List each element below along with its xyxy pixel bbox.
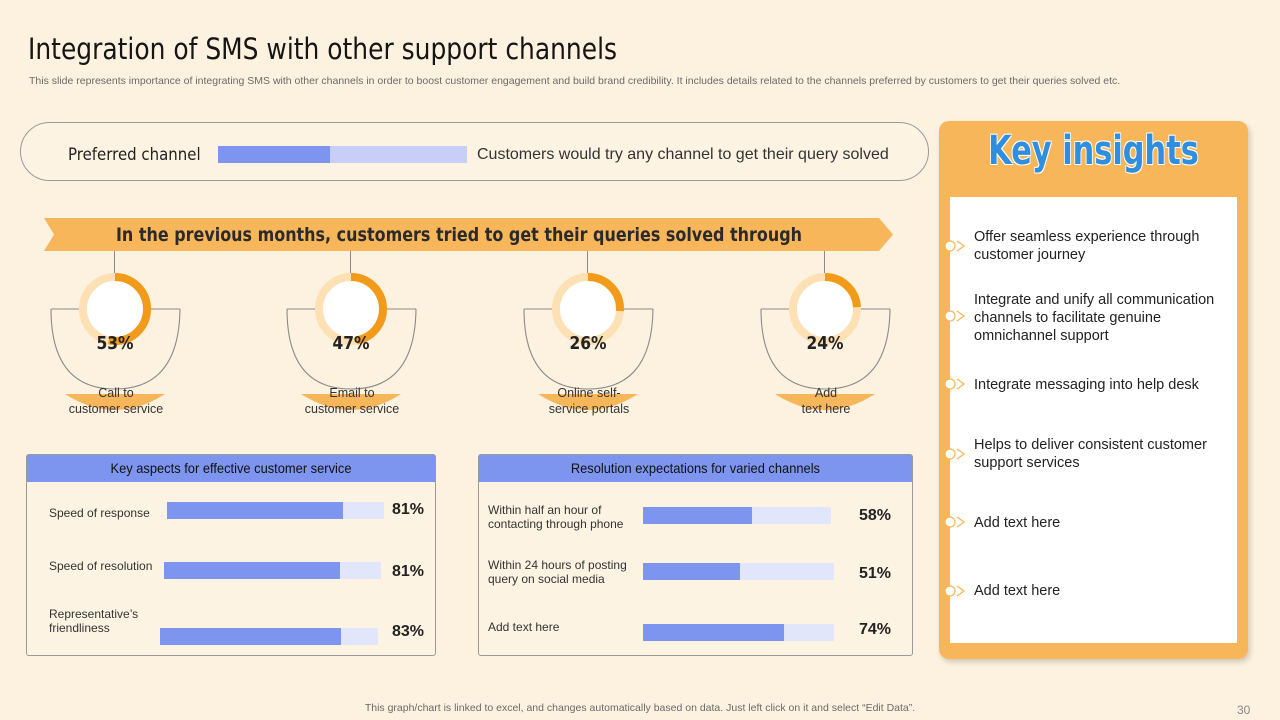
insight-item: Add text here xyxy=(974,515,1061,531)
stat-ring xyxy=(523,273,654,410)
stat-base xyxy=(65,394,165,410)
insight-item: Helps to deliver consistent customer supp… xyxy=(974,437,1207,471)
stat-label: Call to customer service xyxy=(68,386,164,416)
aspect-bar-track xyxy=(167,502,384,519)
banner-text: In the previous months, customers tried … xyxy=(115,224,802,246)
bullet-icon xyxy=(944,516,966,528)
resolution-value: 58% xyxy=(859,507,892,524)
stat-ring xyxy=(286,273,417,410)
aspect-label: Representative’s friendliness xyxy=(49,607,139,635)
stat-ring-progress xyxy=(79,273,151,345)
resolution-label: Add text here xyxy=(488,620,560,634)
stat-call: 53% Call to customer service xyxy=(50,251,200,431)
resolution-bar xyxy=(643,563,741,580)
page-title: Integration of SMS with other support ch… xyxy=(28,32,618,66)
stat-outline xyxy=(286,308,417,390)
bullet-icon xyxy=(944,240,966,252)
aspect-bar xyxy=(164,562,340,579)
stat-label: Email to customer service xyxy=(304,386,400,416)
aspects-panel-header: Key aspects for effective customer servi… xyxy=(27,455,435,482)
aspect-bar xyxy=(160,628,341,645)
resolution-bar-track xyxy=(643,624,834,641)
stat-outline xyxy=(760,308,891,390)
key-insights-title: Key insights xyxy=(988,128,1199,174)
resolution-panel-header: Resolution expectations for varied chann… xyxy=(479,455,912,482)
bullet-icon xyxy=(944,378,966,390)
preferred-channel-text: Customers would try any channel to get t… xyxy=(477,146,889,163)
preferred-channel-bar xyxy=(218,146,467,163)
resolution-bar-track xyxy=(643,507,831,524)
stat-connector xyxy=(587,251,589,273)
resolution-value: 74% xyxy=(859,621,892,638)
aspects-panel: Key aspects for effective customer servi… xyxy=(26,454,436,656)
preferred-channel-bar-fill xyxy=(218,146,331,163)
banner-arrow xyxy=(44,218,893,251)
stat-ring-progress xyxy=(789,273,861,345)
footer-note: This graph/chart is linked to excel, and… xyxy=(364,702,916,714)
stat-email: 47% Email to customer service xyxy=(286,251,436,431)
stat-base xyxy=(538,394,638,410)
stat-percent: 26% xyxy=(569,333,607,354)
stat-online-portal: 26% Online self-service portals xyxy=(523,251,673,431)
resolution-bar-track xyxy=(643,563,834,580)
stat-outline xyxy=(523,308,654,390)
aspect-bar-track xyxy=(164,562,381,579)
page-number: 30 xyxy=(1237,703,1251,717)
resolution-value: 51% xyxy=(859,565,892,582)
insight-item: Integrate and unify all communication cha… xyxy=(974,292,1215,344)
resolution-label: Within 24 hours of posting query on socia… xyxy=(488,558,627,586)
resolution-panel: Resolution expectations for varied chann… xyxy=(478,454,913,656)
stat-ring xyxy=(50,273,181,410)
stat-ring-progress xyxy=(552,273,624,345)
aspect-value: 83% xyxy=(392,623,425,640)
resolution-label: Within half an hour of contacting through… xyxy=(488,503,624,531)
aspect-label: Speed of response xyxy=(49,506,150,520)
key-insights-list xyxy=(950,197,1237,643)
bullet-icon xyxy=(944,448,966,460)
stat-ring xyxy=(760,273,891,410)
stat-outline xyxy=(50,308,181,390)
stat-percent: 47% xyxy=(332,333,370,354)
stat-ring-progress xyxy=(315,273,387,345)
aspect-value: 81% xyxy=(392,563,425,580)
resolution-bar xyxy=(643,624,785,641)
preferred-channel-box xyxy=(20,122,929,181)
page-subtitle: This slide represents importance of inte… xyxy=(29,75,1121,87)
bullet-icon xyxy=(944,585,966,597)
aspect-value: 81% xyxy=(392,501,425,518)
aspect-bar xyxy=(167,502,343,519)
stat-base xyxy=(301,394,401,410)
stat-base xyxy=(775,394,875,410)
stat-label: Online self-service portals xyxy=(548,386,630,416)
bullet-icon xyxy=(944,310,966,322)
stat-percent: 53% xyxy=(96,333,134,354)
preferred-channel-label: Preferred channel xyxy=(68,145,201,165)
resolution-bar xyxy=(643,507,753,524)
stat-connector xyxy=(824,251,826,273)
stat-label: Add text here xyxy=(801,386,851,416)
aspect-label: Speed of resolution xyxy=(49,559,153,573)
aspect-bar-track xyxy=(160,628,378,645)
stat-connector xyxy=(350,251,352,273)
insight-item: Add text here xyxy=(974,583,1061,599)
stat-connector xyxy=(114,251,116,273)
stat-percent: 24% xyxy=(806,333,844,354)
insight-item: Offer seamless experience through custome… xyxy=(974,229,1200,263)
stat-add-text: 24% Add text here xyxy=(760,251,910,431)
insight-item: Integrate messaging into help desk xyxy=(974,377,1199,393)
